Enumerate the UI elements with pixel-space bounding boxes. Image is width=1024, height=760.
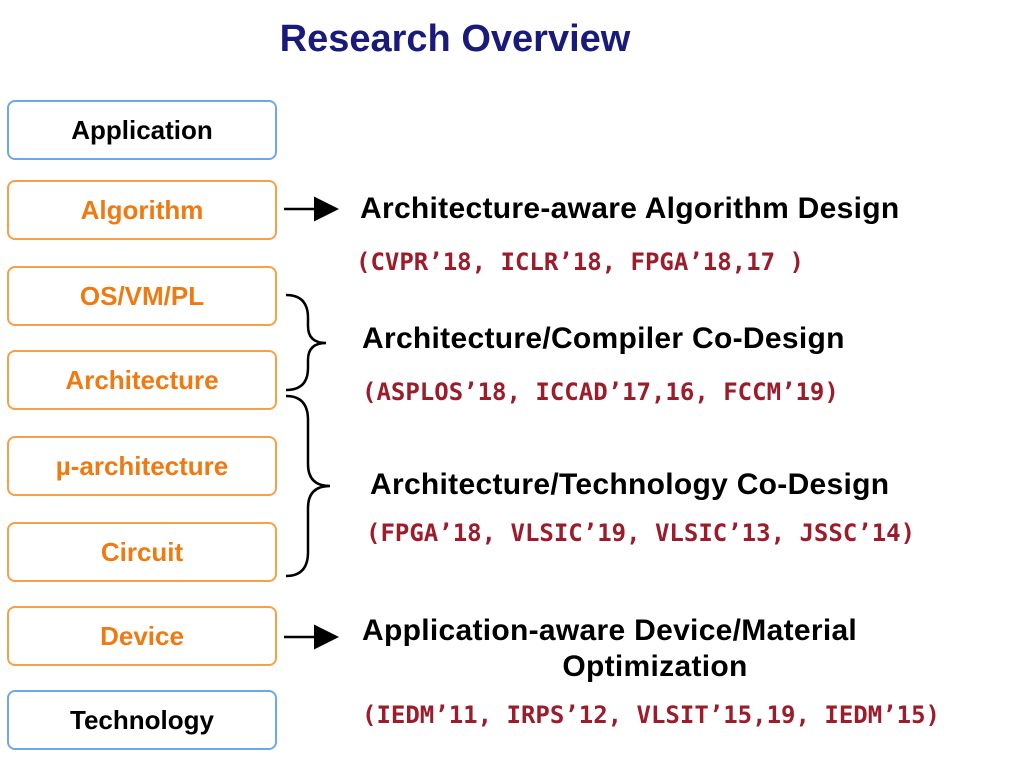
layer-box-os-vm-pl: OS/VM/PL: [7, 266, 277, 326]
topic-refs: (ASPLOS’18, ICCAD’17,16, FCCM’19): [362, 378, 839, 406]
layer-box-circuit: Circuit: [7, 522, 277, 582]
layer-label: Algorithm: [80, 194, 204, 225]
topic-heading: Architecture-aware Algorithm Design: [360, 192, 900, 225]
layer-label: Circuit: [100, 536, 184, 567]
layer-box-micro-architecture: µ-architecture: [7, 436, 277, 496]
layer-label: Architecture: [65, 364, 219, 395]
topic-heading: Architecture/Technology Co-Design: [370, 468, 890, 501]
layer-box-technology: Technology: [7, 690, 277, 750]
topic-heading-continued: Optimization: [562, 650, 748, 683]
layer-box-architecture: Architecture: [7, 350, 277, 410]
layer-label: Application: [71, 114, 213, 145]
layer-label: Device: [100, 620, 184, 651]
topic-refs: (IEDM’11, IRPS’12, VLSIT’15,19, IEDM’15): [362, 701, 940, 729]
topic-heading: Architecture/Compiler Co-Design: [362, 322, 845, 355]
layer-label: µ-architecture: [55, 450, 229, 481]
topic-heading: Application-aware Device/Material: [362, 614, 858, 647]
layer-label: Technology: [70, 704, 214, 735]
page-title: Research Overview: [279, 18, 631, 60]
layer-box-application: Application: [7, 100, 277, 160]
topic-refs: (FPGA’18, VLSIC’19, VLSIC’13, JSSC’14): [366, 519, 916, 547]
brace-compiler: [285, 293, 327, 392]
layer-label: OS/VM/PL: [79, 280, 205, 311]
layer-box-device: Device: [7, 606, 277, 666]
topic-refs: (CVPR’18, ICLR’18, FPGA’18,17 ): [356, 248, 804, 276]
brace-technology: [285, 394, 331, 578]
layer-box-algorithm: Algorithm: [7, 180, 277, 240]
